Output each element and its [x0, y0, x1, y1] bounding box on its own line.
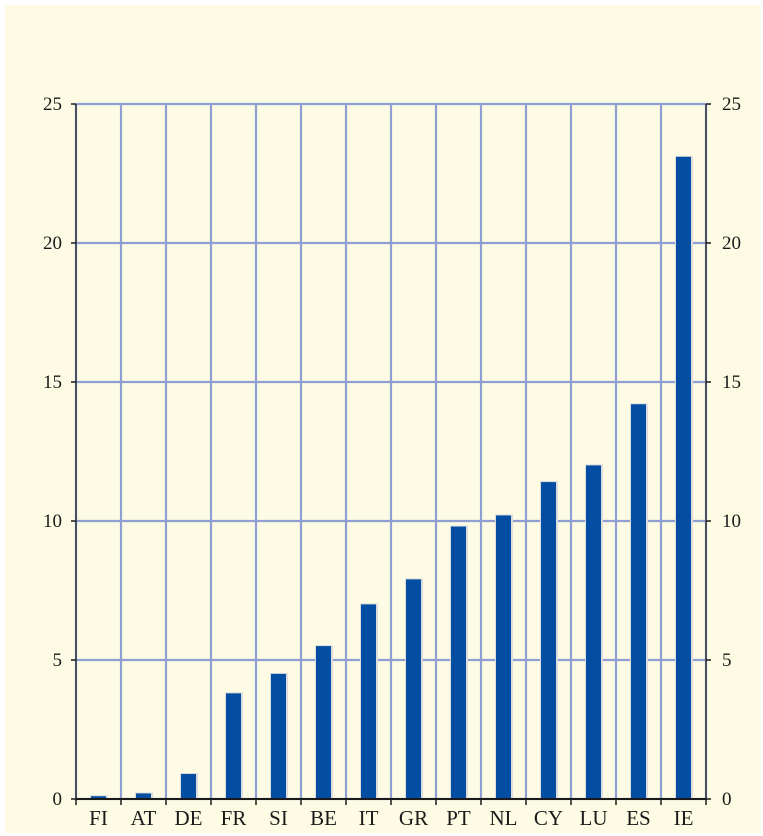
y-tick-label-right: 0: [722, 789, 732, 810]
x-tick-label-FI: FI: [89, 806, 108, 830]
y-tick-label-left: 25: [43, 94, 62, 115]
x-tick-label-ES: ES: [626, 806, 651, 830]
y-tick-label-left: 0: [53, 789, 63, 810]
x-tick-label-LU: LU: [580, 806, 608, 830]
bar-NL: [496, 515, 511, 799]
bars: [90, 155, 693, 799]
x-tick-label-AT: AT: [131, 806, 157, 830]
y-tick-label-left: 10: [43, 511, 62, 532]
x-tick-label-NL: NL: [490, 806, 518, 830]
x-tick-label-SI: SI: [269, 806, 288, 830]
axes: [71, 103, 711, 805]
bar-LU: [586, 465, 601, 799]
x-tick-label-BE: BE: [310, 806, 337, 830]
bar-FR: [226, 693, 241, 799]
y-tick-label-left: 15: [43, 372, 62, 393]
labels: 0 0 5 5 10 10 15 15 20 20 25 25 FI AT DE FR SI BE IT GR PT NL…: [43, 94, 741, 830]
bar-chart-svg: 0 0 5 5 10 10 15 15 20 20 25 25 FI AT DE FR SI BE IT GR PT NL…: [43, 94, 741, 830]
bar-FI: [91, 796, 106, 799]
chart: 0 0 5 5 10 10 15 15 20 20 25 25 FI AT DE FR SI BE IT GR PT NL…: [5, 5, 761, 833]
bar-ES: [631, 404, 646, 799]
x-tick-label-CY: CY: [534, 806, 563, 830]
x-tick-label-PT: PT: [446, 806, 471, 830]
x-tick-label-IE: IE: [674, 806, 694, 830]
bar-AT: [136, 793, 151, 799]
x-tick-label-FR: FR: [221, 806, 247, 830]
y-tick-label-right: 20: [722, 233, 741, 254]
x-tick-label-IT: IT: [359, 806, 379, 830]
bar-SI: [271, 673, 286, 799]
bar-DE: [181, 773, 196, 799]
bar-CY: [541, 482, 556, 799]
y-tick-label-right: 10: [722, 511, 741, 532]
bar-PT: [451, 526, 466, 799]
bar-IT: [361, 604, 376, 799]
bar-GR: [406, 579, 421, 799]
bar-IE: [676, 156, 691, 799]
y-tick-label-right: 15: [722, 372, 741, 393]
grid: [74, 102, 708, 801]
bar-BE: [316, 646, 331, 799]
x-tick-label-DE: DE: [175, 806, 203, 830]
x-tick-label-GR: GR: [399, 806, 428, 830]
y-tick-label-left: 5: [53, 650, 63, 671]
y-tick-label-right: 25: [722, 94, 741, 115]
y-tick-label-right: 5: [722, 650, 732, 671]
y-tick-label-left: 20: [43, 233, 62, 254]
